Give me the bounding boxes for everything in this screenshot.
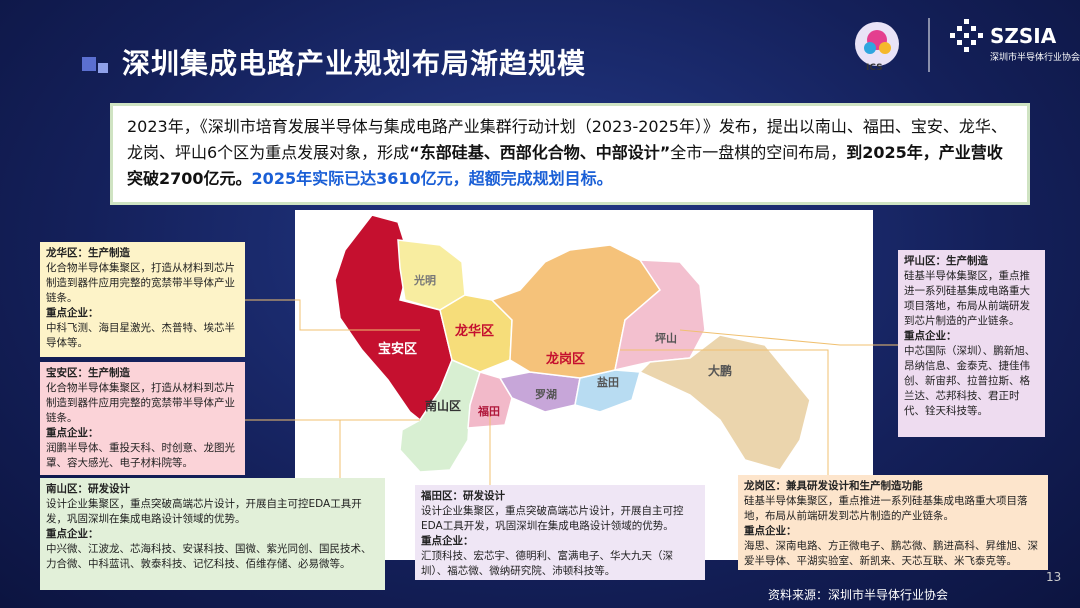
box-key-label: 重点企业： <box>46 528 99 540</box>
info-box: 龙华区：生产制造化合物半导体集聚区，打造从材料到芯片制造到器件应用完整的宽禁带半… <box>40 242 245 357</box>
box-title: 福田区：研发设计 <box>421 490 505 502</box>
map-label: 福田 <box>478 405 500 418</box>
intro-text: “东部硅基、西部化合物、中部设计” <box>409 143 671 162</box>
info-box: 福田区：研发设计设计企业集聚区，重点突破高端芯片设计，开展自主可控EDA工具开发… <box>415 485 705 580</box>
box-title: 龙岗区：兼具研发设计和生产制造功能 <box>744 480 923 492</box>
logo-ics <box>864 42 876 54</box>
logo-text: SZSIA <box>990 24 1057 48</box>
map-label: 龙岗区 <box>546 352 586 367</box>
source: 资料来源：深圳市半导体行业协会 <box>768 588 949 602</box>
box-title: 坪山区：生产制造 <box>904 255 988 267</box>
info-box: 坪山区：生产制造硅基半导体集聚区，重点推进一系列硅基集成电路重大项目落地，布局从… <box>898 250 1045 437</box>
district-nanshan <box>399 359 481 473</box>
box-key-label: 重点企业： <box>744 525 797 537</box>
box-title: 龙华区：生产制造 <box>46 247 130 259</box>
box-desc: 硅基半导体集聚区，重点推进一系列硅基集成电路重大项目落地，布局从前端研发到芯片制… <box>904 270 1030 327</box>
box-companies: 汇顶科技、宏芯宇、德明利、富满电子、华大九天（深圳）、福芯微、微纳研究院、沛顿科… <box>421 550 673 577</box>
title-mark <box>82 57 96 71</box>
slide-title: 深圳集成电路产业规划布局渐趋规模 <box>122 47 587 80</box>
intro-box: 2023年，《深圳市培育发展半导体与集成电路产业集群行动计划（2023-2025… <box>110 103 1030 205</box>
info-box: 龙岗区：兼具研发设计和生产制造功能硅基半导体集聚区，重点推进一系列硅基集成电路重… <box>738 475 1048 570</box>
box-key-label: 重点企业： <box>46 427 99 439</box>
logo-subtext: 深圳市半导体行业协会 <box>990 53 1080 63</box>
box-companies: 中科飞测、海目星激光、杰普特、埃芯半导体等。 <box>46 322 235 349</box>
info-box: 宝安区：生产制造化合物半导体集聚区，打造从材料到芯片制造到器件应用完整的宽禁带半… <box>40 362 245 475</box>
title-mark <box>98 63 108 73</box>
map-label: 光明 <box>414 274 436 287</box>
map-label: 宝安区 <box>378 342 418 357</box>
intro-text: 2025年实际已达3610亿元，超额完成规划目标。 <box>251 169 613 188</box>
district-dapeng <box>638 334 811 471</box>
map-label: 南山区 <box>425 399 462 413</box>
logo-text: ICS <box>866 63 883 73</box>
box-key-label: 重点企业： <box>904 330 957 342</box>
intro-text: 2023年，《深圳市培育发展半导体与集成电路产业集群行动计划（2023-2025… <box>127 117 1007 162</box>
box-key-label: 重点企业： <box>421 535 474 547</box>
box-companies: 海思、深南电路、方正微电子、鹏芯微、鹏进高科、昇维旭、深爱半导体、平湖实验室、新… <box>744 540 1038 567</box>
info-box: 南山区：研发设计设计企业集聚区，重点突破高端芯片设计，开展自主可控EDA工具开发… <box>40 478 385 590</box>
box-desc: 化合物半导体集聚区，打造从材料到芯片制造到器件应用完整的宽禁带半导体产业链条。 <box>46 382 235 424</box>
box-desc: 设计企业集聚区，重点突破高端芯片设计，开展自主可控EDA工具开发，巩固深圳在集成… <box>46 498 362 525</box>
intro-text: 到2025年，产业营收突破2700亿元。 <box>127 143 1003 188</box>
box-companies: 中兴微、江波龙、芯海科技、安谋科技、国微、紫光同创、国民技术、力合微、中科蓝讯、… <box>46 543 372 570</box>
box-title: 宝安区：生产制造 <box>46 367 130 379</box>
page-number: 13 <box>1046 570 1062 584</box>
box-companies: 润鹏半导体、重投天科、时创意、龙图光罩、容大感光、电子材料院等。 <box>46 442 235 469</box>
intro-text: 全市一盘棋的空间布局， <box>670 143 847 162</box>
map-label: 盐田 <box>597 376 619 389</box>
map-label: 坪山 <box>655 332 677 345</box>
box-desc: 设计企业集聚区，重点突破高端芯片设计，开展自主可控EDA工具开发，巩固深圳在集成… <box>421 505 684 532</box>
map-label: 大鹏 <box>708 364 733 378</box>
logo-szsia-icon <box>950 19 983 52</box>
box-desc: 硅基半导体集聚区，重点推进一系列硅基集成电路重大项目落地，布局从前端研发到芯片制… <box>744 495 1028 522</box>
map-label: 龙华区 <box>455 324 495 339</box>
logo-ics <box>879 42 891 54</box>
map-label: 罗湖 <box>535 388 557 401</box>
box-key-label: 重点企业： <box>46 307 99 319</box>
connectors <box>245 299 898 485</box>
box-companies: 中芯国际（深圳）、鹏新旭、昂纳信息、金泰克、捷佳伟创、新宙邦、拉普拉斯、格兰达、… <box>904 345 1036 417</box>
box-title: 南山区：研发设计 <box>46 483 130 495</box>
box-desc: 化合物半导体集聚区，打造从材料到芯片制造到器件应用完整的宽禁带半导体产业链条。 <box>46 262 235 304</box>
